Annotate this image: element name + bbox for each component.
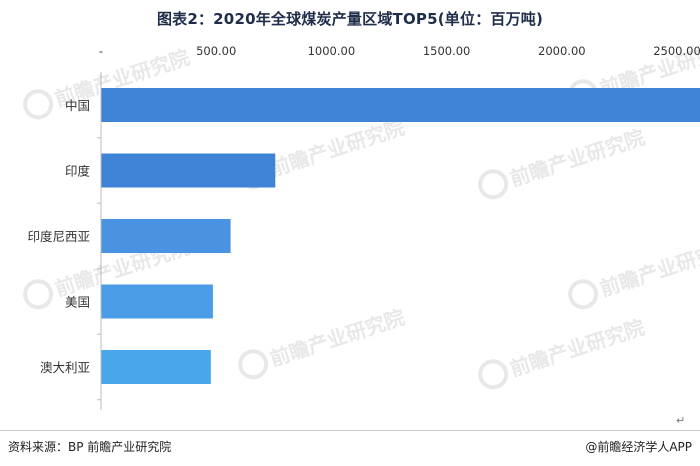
source-note: 资料来源：BP 前瞻产业研究院 <box>8 440 172 454</box>
x-tick-label: 1500.00 <box>423 44 471 58</box>
x-axis: -500.001000.001500.002000.002500.003000.… <box>99 44 700 58</box>
x-tick-label: 500.00 <box>196 44 236 58</box>
chart-title: 图表2：2020年全球煤炭产量区域TOP5(单位：百万吨) <box>156 10 544 28</box>
x-tick-label: 2000.00 <box>538 44 586 58</box>
app-credit: @前瞻经济学人APP <box>585 440 692 454</box>
bar <box>101 284 213 319</box>
category-label: 印度 <box>65 164 91 179</box>
return-mark: ↵ <box>676 414 686 427</box>
category-label: 印度尼西亚 <box>27 229 90 244</box>
category-label: 中国 <box>65 98 90 113</box>
bars <box>101 88 700 384</box>
bar <box>101 219 231 253</box>
x-tick-label: - <box>99 44 103 58</box>
bar <box>101 88 700 122</box>
category-label: 澳大利亚 <box>40 360 90 375</box>
bar <box>101 350 211 384</box>
x-tick-label: 1000.00 <box>308 44 356 58</box>
bar <box>101 153 276 188</box>
footer-divider <box>0 430 700 431</box>
x-tick-label: 2500.00 <box>653 44 700 58</box>
category-label: 美国 <box>65 295 90 310</box>
